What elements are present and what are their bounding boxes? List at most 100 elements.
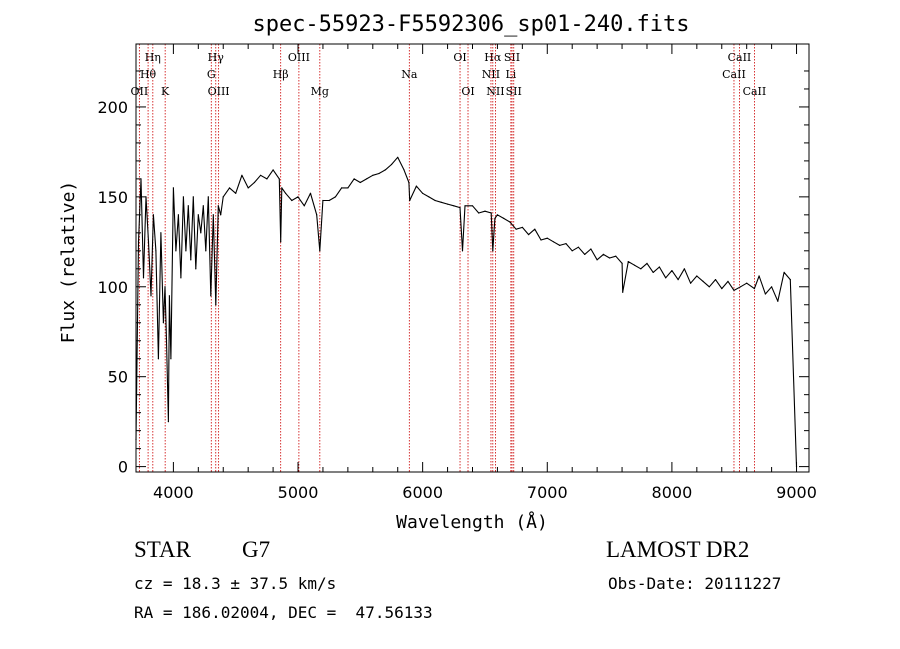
spectrum-point — [571, 250, 573, 252]
y-tick-label: 50 — [108, 368, 128, 387]
spectral-line-label: Na — [401, 68, 418, 81]
spectral-line-label: K — [161, 85, 170, 98]
spectral-line-label: Mg — [311, 85, 329, 98]
chart-title: spec-55923-F5592306_sp01-240.fits — [252, 12, 689, 37]
spectrum-point — [309, 192, 312, 194]
spectrum-point — [390, 163, 393, 166]
spectrum-point — [217, 205, 219, 207]
spectrum-point — [359, 181, 361, 184]
spectrum-point — [777, 300, 779, 302]
spectrum-point — [212, 214, 214, 216]
spectrum-point — [147, 241, 150, 243]
spectral-line-label: Hβ — [273, 68, 289, 81]
spectrum-point — [408, 181, 410, 184]
spectrum-point — [690, 282, 692, 284]
object-class: STAR — [134, 537, 191, 562]
spectrum-point — [714, 279, 717, 281]
spectrum-point — [528, 234, 530, 236]
spectrum-point — [280, 241, 282, 243]
spectrum-point — [492, 250, 494, 252]
spectral-line-label: OII — [131, 85, 149, 98]
spectrum-point — [771, 286, 773, 288]
x-tick-label: 6000 — [402, 483, 443, 502]
plot-frame — [135, 43, 810, 473]
spectral-line-label: SII — [506, 85, 522, 98]
spectrum-point — [142, 277, 145, 279]
spectrum-point — [428, 196, 430, 198]
spectral-line-label: CaII — [743, 85, 767, 98]
spectrum-point — [494, 217, 496, 219]
spectrum-point — [658, 266, 661, 268]
spectrum-point — [328, 199, 330, 202]
spectrum-point — [285, 192, 287, 194]
spectrum-point — [228, 187, 231, 189]
spectrum-point — [577, 246, 580, 248]
spectral-line-label: OI — [453, 51, 466, 64]
spectrum-point — [215, 304, 217, 306]
spectrum-point — [789, 279, 791, 281]
spectrum-point — [165, 340, 168, 342]
spectral-line-label: OIII — [208, 85, 230, 98]
y-axis-label: Flux (relative) — [58, 181, 79, 344]
spectrum-point — [190, 259, 192, 261]
spectrum-point — [281, 187, 283, 189]
spectrum-point — [177, 214, 179, 216]
observation-date: Obs-Date: 20111227 — [608, 574, 782, 593]
axes: 4000 5000 6000 7000 8000 9000 0 50 100 150 200 — [97, 44, 817, 502]
spectrum-point — [646, 262, 648, 264]
spectral-line-label: OIII — [288, 51, 310, 64]
spectrum-point — [247, 187, 249, 189]
spectrum-point — [241, 174, 243, 176]
spectrum-point — [316, 214, 318, 216]
spectrum-point — [266, 178, 268, 180]
spectrum-point — [683, 268, 686, 270]
spectrum-point — [150, 295, 152, 297]
spectral-line-label: G — [207, 68, 216, 81]
spectrum-point — [175, 250, 177, 252]
x-tick-label: 7000 — [527, 483, 568, 502]
spectrum-point — [596, 259, 598, 261]
spectrum-point — [152, 214, 154, 216]
spectral-line-label: CaII — [728, 51, 752, 64]
spectrum-point — [168, 295, 170, 297]
spectrum-point — [409, 199, 411, 202]
spectrum-point — [708, 286, 710, 288]
spectrum-point — [341, 187, 343, 189]
spectral-line-label: Hη — [145, 51, 161, 64]
spectrum-point — [540, 239, 542, 241]
spectrum-point — [164, 286, 166, 288]
spectrum-point — [422, 192, 424, 194]
x-tick-label: 8000 — [652, 483, 693, 502]
spectrum-point — [484, 210, 486, 212]
spectrum-point — [347, 187, 349, 189]
spectrum-point — [272, 169, 274, 171]
spectrum-point — [220, 214, 222, 216]
spectrum-point — [291, 199, 293, 202]
spectrum-point — [627, 261, 629, 263]
spectrum-point — [783, 271, 785, 273]
spectrum-point — [559, 244, 561, 246]
spectrum-point — [397, 156, 399, 158]
spectrum-point — [434, 199, 436, 202]
spectrum-point — [739, 286, 742, 288]
spectrum-point — [197, 214, 199, 216]
spectrum-point — [195, 268, 197, 270]
spectral-line-label: Hθ — [140, 68, 157, 81]
spectrum-point — [202, 205, 204, 207]
spectrum-point — [621, 262, 623, 264]
spectrum-point — [521, 226, 524, 228]
spectrum-point — [447, 203, 449, 205]
spectral-line-label: SII — [504, 51, 520, 64]
spectrum-point — [490, 212, 492, 214]
spectrum-point — [297, 196, 299, 198]
spectrum-point — [210, 295, 212, 297]
spectrum-point — [192, 196, 194, 198]
spectrum-point — [185, 250, 187, 252]
spectral-line-label: NII — [482, 68, 500, 81]
spectrum-point — [182, 196, 184, 198]
spectral-line-label: NII — [486, 85, 504, 98]
spectrum-point — [584, 253, 586, 255]
spectrum-point — [534, 228, 536, 230]
y-tick-label: 100 — [97, 278, 128, 297]
